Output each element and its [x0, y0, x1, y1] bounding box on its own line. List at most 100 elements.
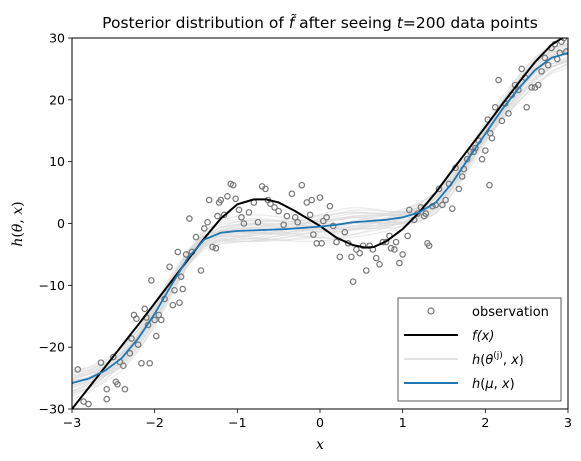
observation-point — [133, 315, 140, 323]
observation-point — [169, 301, 177, 309]
observation-point — [262, 185, 269, 193]
observation-point — [326, 202, 334, 210]
legend-label-observation: observation — [472, 305, 549, 320]
observation-point — [174, 248, 182, 256]
observation-point — [323, 214, 330, 221]
observation-point — [392, 238, 400, 246]
x-tick-label: −3 — [63, 415, 81, 430]
observation-point — [240, 220, 248, 227]
observation-point — [478, 155, 486, 163]
observation-point — [333, 238, 340, 246]
observation-point — [128, 335, 135, 342]
observation-point — [254, 218, 262, 226]
observation-point — [298, 181, 306, 189]
observation-point — [141, 305, 149, 313]
observation-point — [515, 86, 522, 94]
observation-point — [103, 385, 111, 393]
x-tick-label: 0 — [316, 415, 324, 430]
legend-observation-marker — [427, 307, 435, 315]
observation-point — [528, 84, 535, 91]
observation-point — [74, 366, 82, 373]
observation-point — [291, 214, 299, 221]
observation-point — [155, 311, 163, 319]
observation-point — [126, 350, 134, 357]
observation-point — [288, 190, 296, 198]
observation-point — [448, 205, 456, 212]
observation-point — [232, 195, 239, 203]
observation-point — [97, 359, 105, 366]
y-tick-label: 20 — [49, 92, 65, 107]
observation-point — [320, 217, 327, 225]
observation-point — [171, 286, 178, 294]
observation-point — [399, 251, 406, 258]
x-tick-label: −2 — [145, 415, 163, 430]
observation-point — [204, 218, 211, 226]
chart-title: Posterior distribution of f̃ after seein… — [102, 13, 538, 32]
y-tick-label: −20 — [39, 340, 65, 355]
observation-point — [134, 341, 142, 348]
observation-point — [280, 221, 287, 229]
observation-point — [176, 299, 183, 306]
observation-point — [103, 395, 111, 403]
observation-point — [362, 267, 370, 274]
legend: observation f(x) h(θ(j), x) h(μ, x) — [397, 297, 562, 402]
observation-point — [205, 196, 213, 204]
observation-point — [151, 316, 158, 324]
observation-point — [179, 285, 187, 293]
observation-point — [200, 225, 208, 232]
observation-point — [560, 38, 568, 42]
observation-point — [458, 173, 466, 180]
observation-point — [372, 254, 380, 262]
observation-point — [348, 253, 355, 261]
observation-point — [318, 239, 325, 247]
observation-point — [425, 242, 433, 250]
legend-label-fx: f(x) — [472, 329, 494, 344]
observation-point — [435, 185, 443, 193]
observation-point — [310, 231, 317, 238]
observation-point — [148, 277, 155, 284]
observation-point — [356, 249, 363, 257]
observation-point — [486, 181, 493, 189]
y-tick-label: 30 — [49, 31, 65, 46]
observation-point — [391, 246, 398, 253]
observation-point — [491, 103, 499, 111]
observation-point — [303, 199, 311, 206]
observation-point — [217, 196, 225, 204]
y-tick-label: 10 — [49, 154, 65, 169]
observation-point — [177, 273, 185, 280]
x-axis-label: x — [316, 437, 324, 453]
observation-point — [186, 215, 193, 222]
observation-point — [197, 267, 205, 274]
observation-point — [294, 218, 301, 226]
x-tick-label: 3 — [564, 415, 572, 430]
observation-point — [544, 61, 552, 69]
observation-point — [166, 263, 173, 271]
observation-point — [396, 259, 403, 267]
observation-point — [153, 332, 160, 340]
observation-point — [224, 192, 231, 200]
observation-point — [387, 244, 395, 252]
observation-point — [157, 316, 165, 324]
posterior-sample-line — [72, 48, 568, 379]
plot-area — [72, 38, 568, 409]
observation-point — [110, 353, 117, 361]
observation-point — [271, 204, 278, 211]
observation-point — [405, 206, 413, 214]
y-axis-ticks: −30 −20 −10 0 10 20 30 — [39, 31, 72, 417]
observation-point — [119, 362, 127, 370]
observation-point — [114, 380, 121, 388]
legend-label-samples: h(θ(j), x) — [472, 351, 524, 368]
observation-point — [341, 228, 349, 236]
observation-point — [138, 359, 145, 367]
observation-points — [74, 38, 568, 408]
observation-point — [442, 196, 449, 204]
observation-point — [235, 206, 243, 214]
observation-point — [439, 201, 446, 209]
posterior-mean-line — [72, 51, 568, 384]
observation-point — [482, 147, 489, 154]
observation-point — [275, 207, 282, 215]
observation-point — [505, 110, 512, 117]
observation-point — [541, 54, 549, 62]
observation-point — [192, 233, 200, 241]
